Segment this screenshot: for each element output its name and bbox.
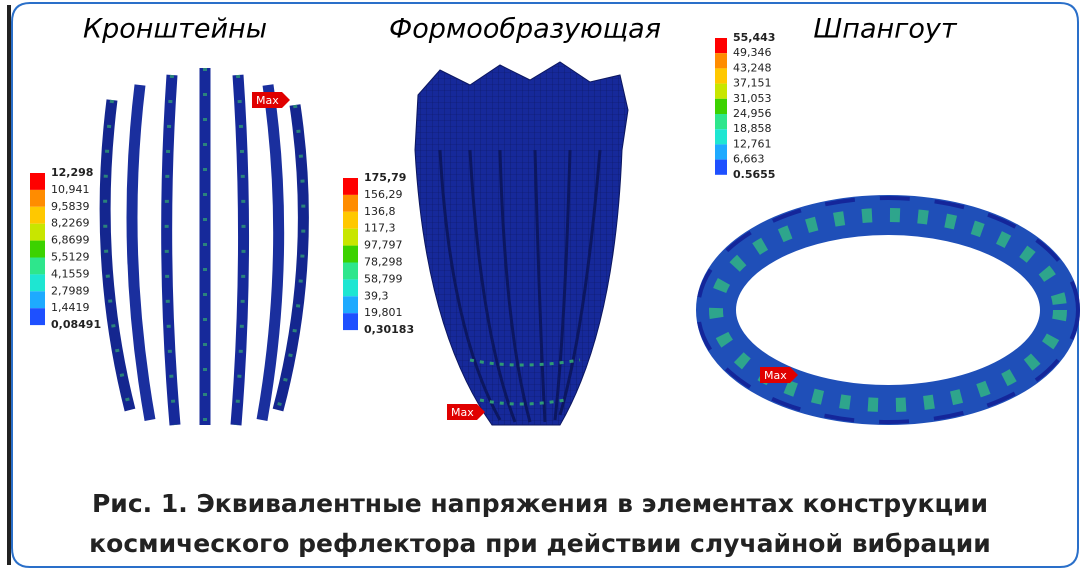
legend-swatch — [30, 308, 45, 326]
legend-swatch — [715, 159, 727, 175]
max-tag — [447, 404, 485, 420]
legend-swatch — [30, 240, 45, 258]
brackets-model — [99, 68, 309, 426]
legend-label: 4,1559 — [51, 267, 90, 280]
max-tag — [760, 367, 798, 383]
legend-swatch — [30, 291, 45, 309]
legend-swatch — [30, 223, 45, 241]
legend-label: 58,799 — [364, 272, 403, 285]
legend-label: 43,248 — [733, 61, 772, 74]
legend-label: 39,3 — [364, 289, 389, 302]
legend-label: 31,053 — [733, 92, 772, 105]
legend-label: 136,8 — [364, 205, 396, 218]
legend-label: 6,8699 — [51, 234, 90, 247]
legend-label: 2,7989 — [51, 284, 90, 297]
legend-label: 37,151 — [733, 77, 772, 90]
legend-label: 117,3 — [364, 222, 396, 235]
legend-label: 0,08491 — [51, 318, 101, 331]
legend-label: 0,5655 — [733, 168, 775, 181]
legend-label: 0,30183 — [364, 323, 414, 336]
legend-label: 156,29 — [364, 188, 403, 201]
legend-label: 19,801 — [364, 306, 403, 319]
legend-swatch — [715, 83, 727, 99]
legend-swatch — [343, 228, 358, 246]
legend-label: 12,761 — [733, 137, 772, 150]
shaping-model — [414, 61, 629, 426]
legend-swatch — [343, 211, 358, 229]
legend-swatch — [343, 279, 358, 297]
legend-swatch — [715, 144, 727, 160]
panel-title: Кронштейны — [83, 14, 267, 45]
frame — [11, 2, 1079, 568]
max-label: Max — [256, 94, 279, 107]
legend-label: 12,298 — [51, 166, 93, 179]
legend-label: 24,956 — [733, 107, 772, 120]
legend-label: 18,858 — [733, 122, 772, 135]
panel-title: Шпангоут — [813, 14, 957, 45]
legend-label: 97,797 — [364, 239, 403, 252]
legend-label: 9,5839 — [51, 200, 90, 213]
legend-label: 8,2269 — [51, 217, 90, 230]
legend-label: 55,443 — [733, 31, 775, 44]
legend-swatch — [343, 194, 358, 212]
legend-label: 49,346 — [733, 46, 772, 59]
legend-swatch — [343, 262, 358, 280]
max-label: Max — [451, 406, 474, 419]
legend-swatch — [715, 129, 727, 145]
legend-swatch — [30, 189, 45, 207]
legend-swatch — [715, 98, 727, 114]
frame-ring-model — [696, 195, 1080, 425]
legend-label: 6,663 — [733, 153, 765, 166]
max-tag — [252, 92, 290, 108]
panel-title: Формообразующая — [389, 14, 661, 45]
legend-label: 10,941 — [51, 183, 90, 196]
legend-swatch — [343, 245, 358, 263]
max-label: Max — [764, 369, 787, 382]
legend-label: 175,79 — [364, 171, 406, 184]
caption-line: Рис. 1. Эквивалентные напряжения в элеме… — [92, 489, 988, 518]
legend-swatch — [715, 68, 727, 84]
legend-label: 1,4419 — [51, 301, 90, 314]
legend-swatch — [343, 178, 358, 195]
legend-swatch — [30, 206, 45, 224]
legend-swatch — [343, 313, 358, 331]
legend: 55,443 49,346 43,248 37,151 31,053 24,956 18,8… — [715, 31, 775, 181]
legend-swatch — [715, 114, 727, 130]
legend-swatch — [30, 173, 45, 190]
caption-line: космического рефлектора при действии слу… — [89, 529, 991, 558]
legend-label: 5,5129 — [51, 251, 90, 264]
legend-label: 78,298 — [364, 256, 403, 269]
legend-swatch — [343, 296, 358, 314]
legend-swatch — [715, 38, 727, 54]
legend-swatch — [30, 257, 45, 275]
legend-swatch — [30, 274, 45, 292]
legend-swatch — [715, 53, 727, 69]
